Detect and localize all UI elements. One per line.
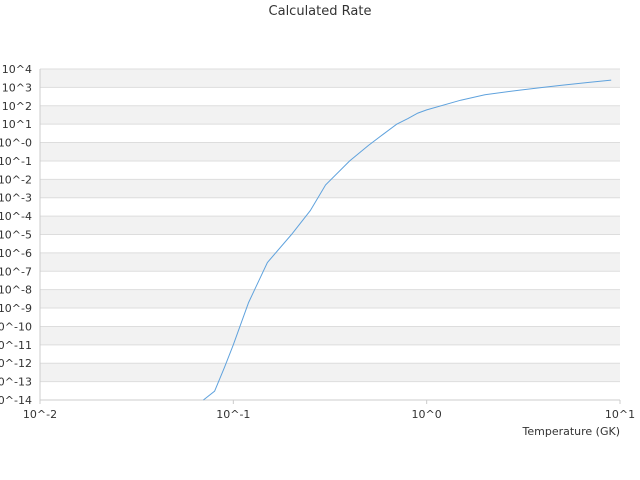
grid-band	[40, 326, 620, 345]
grid-band	[40, 363, 620, 382]
grid-band	[40, 179, 620, 198]
series-line	[203, 79, 612, 401]
y-tick-label: 10^-1	[0, 155, 32, 168]
grid-band	[40, 289, 620, 309]
y-tick-label: 10^1	[2, 118, 32, 131]
series-group	[203, 79, 612, 401]
y-tick-label: 10^2	[2, 100, 32, 113]
y-tick-label: 10^-6	[0, 247, 32, 260]
y-tick-label: 10^-14	[0, 394, 32, 407]
y-tick-label: 10^-7	[0, 265, 32, 278]
y-tick-label: 10^-11	[0, 339, 32, 352]
grid-band	[40, 252, 620, 272]
y-tick-label: 10^-9	[0, 302, 32, 315]
y-tick-label: 10^-10	[0, 320, 32, 333]
x-tick-label: 10^1	[605, 408, 635, 421]
x-tick-label: 10^-2	[23, 408, 57, 421]
y-tick-label: 10^4	[2, 63, 32, 76]
grid-band	[40, 105, 620, 125]
grid-lines	[40, 68, 620, 401]
x-tick-labels: 10^-2 10^-1 10^0 10^1	[23, 408, 635, 421]
y-tick-label: 10^-12	[0, 357, 32, 370]
y-tick-label: 10^-4	[0, 210, 32, 223]
grid-band	[40, 142, 620, 161]
y-tick-label: 10^-5	[0, 229, 32, 242]
y-tick-label: 10^-13	[0, 376, 32, 389]
y-tick-label: 10^3	[2, 81, 32, 94]
y-tick-labels: 10^-14 10^-13 10^-12 10^-11 10^-10 10^-9 10^-8…	[0, 63, 32, 407]
grid-band	[40, 69, 620, 88]
grid-band	[40, 216, 620, 235]
axes	[39, 69, 621, 404]
y-tick-label: 10^-2	[0, 173, 32, 186]
grid-bands	[40, 69, 620, 382]
x-axis-label: Temperature (GK)	[522, 425, 621, 438]
chart-title: Calculated Rate	[268, 4, 372, 19]
x-tick-label: 10^-1	[216, 408, 250, 421]
y-tick-label: 10^-8	[0, 284, 32, 297]
y-tick-label: 10^-3	[0, 192, 32, 205]
y-tick-label: 10^-0	[0, 137, 32, 150]
x-tick-label: 10^0	[412, 408, 442, 421]
